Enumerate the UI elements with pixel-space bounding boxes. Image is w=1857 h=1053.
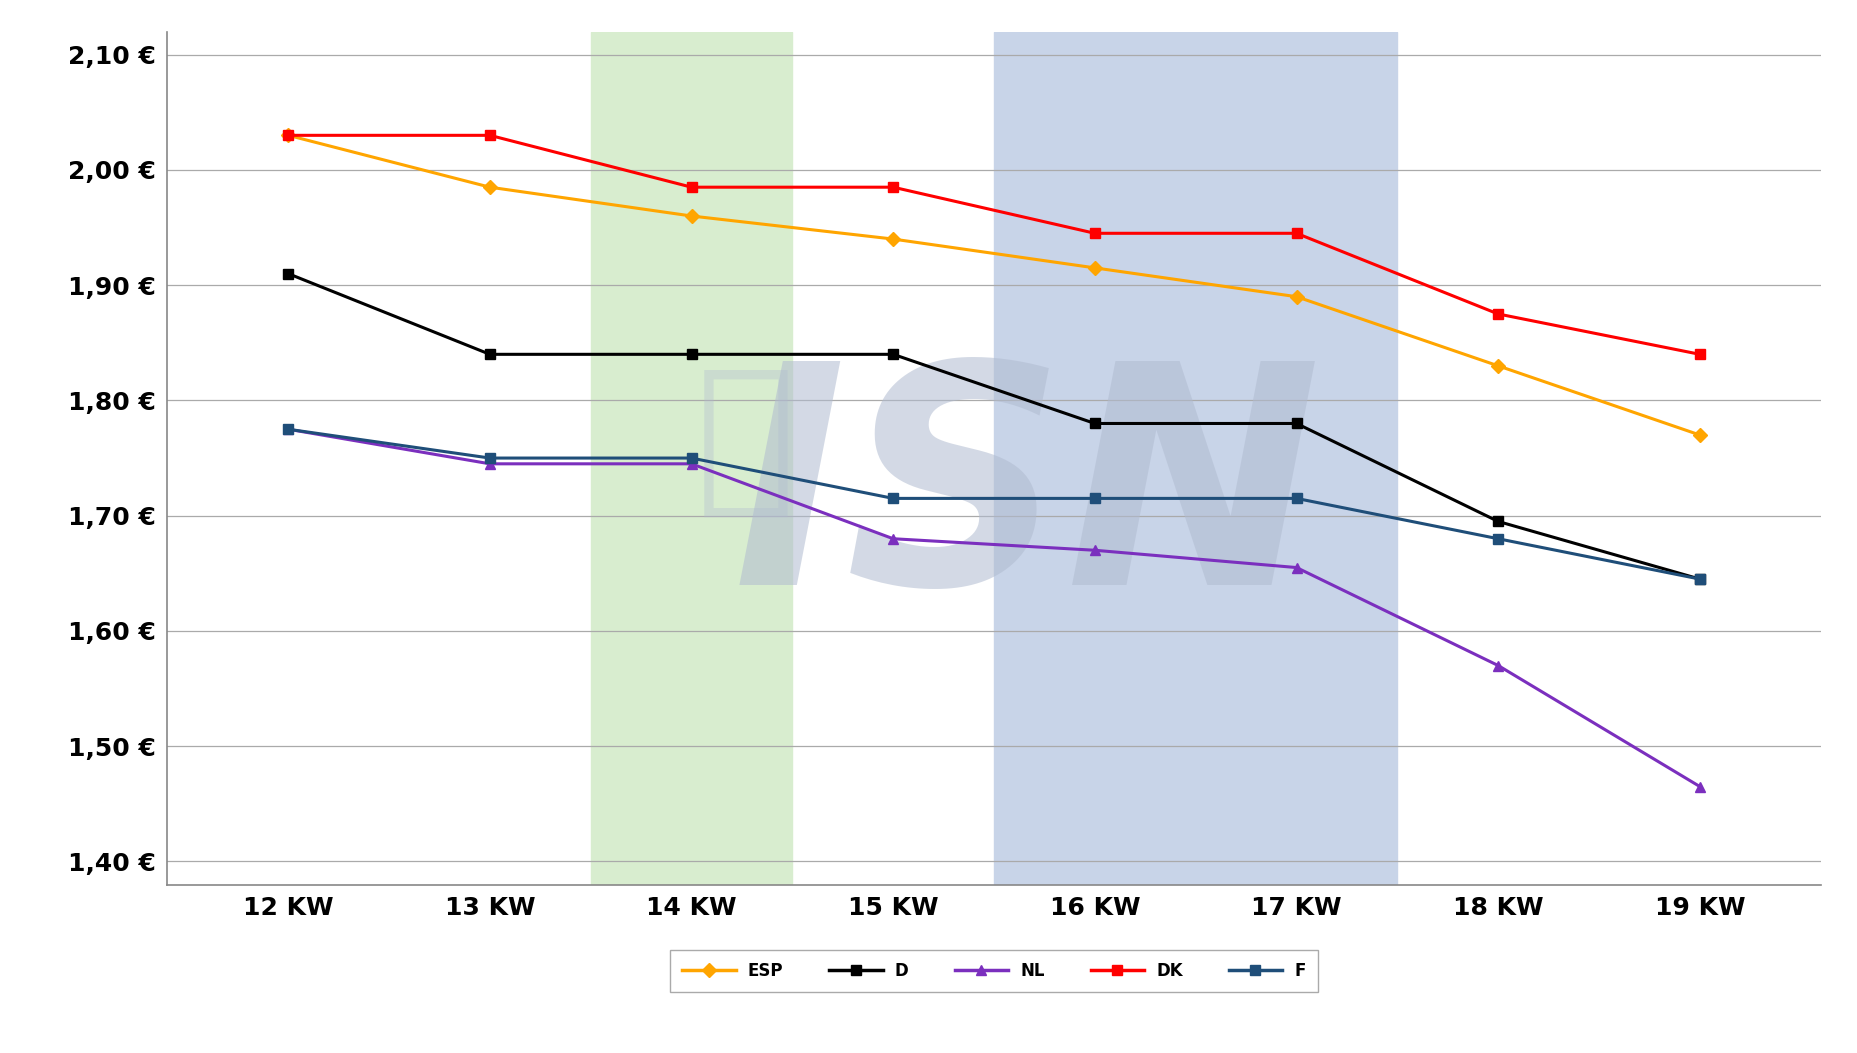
NL xyxy=(1688,780,1710,793)
D xyxy=(1083,417,1105,430)
Line: NL: NL xyxy=(284,424,1703,792)
NL xyxy=(1083,544,1105,557)
DK xyxy=(1486,307,1508,320)
Bar xyxy=(591,32,791,885)
NL xyxy=(680,457,702,470)
Text: 🐷: 🐷 xyxy=(696,359,795,522)
DK xyxy=(479,130,501,142)
NL xyxy=(277,423,299,436)
D xyxy=(1688,573,1710,585)
Legend: ESP, D, NL, DK, F: ESP, D, NL, DK, F xyxy=(670,950,1317,992)
F xyxy=(479,452,501,464)
NL xyxy=(479,457,501,470)
D xyxy=(277,267,299,280)
F xyxy=(680,452,702,464)
ESP xyxy=(680,210,702,222)
D xyxy=(1285,417,1307,430)
NL xyxy=(1486,659,1508,672)
DK xyxy=(1083,227,1105,240)
DK xyxy=(680,181,702,194)
NL xyxy=(1285,561,1307,574)
D xyxy=(1486,515,1508,528)
NL xyxy=(882,533,904,545)
F xyxy=(1083,492,1105,504)
Line: DK: DK xyxy=(284,131,1703,359)
D xyxy=(680,347,702,360)
Bar xyxy=(993,32,1396,885)
ESP xyxy=(1285,291,1307,303)
ESP xyxy=(479,181,501,194)
Text: ISN: ISN xyxy=(732,352,1320,650)
ESP xyxy=(882,233,904,245)
DK xyxy=(882,181,904,194)
F xyxy=(1285,492,1307,504)
DK xyxy=(1688,347,1710,360)
ESP xyxy=(1083,261,1105,274)
D xyxy=(479,347,501,360)
F xyxy=(882,492,904,504)
DK xyxy=(277,130,299,142)
F xyxy=(1486,533,1508,545)
DK xyxy=(1285,227,1307,240)
Line: D: D xyxy=(284,269,1703,584)
ESP xyxy=(1688,429,1710,441)
Line: ESP: ESP xyxy=(284,131,1703,440)
Line: F: F xyxy=(284,424,1703,584)
D xyxy=(882,347,904,360)
ESP xyxy=(1486,359,1508,372)
ESP xyxy=(277,130,299,142)
F xyxy=(277,423,299,436)
F xyxy=(1688,573,1710,585)
